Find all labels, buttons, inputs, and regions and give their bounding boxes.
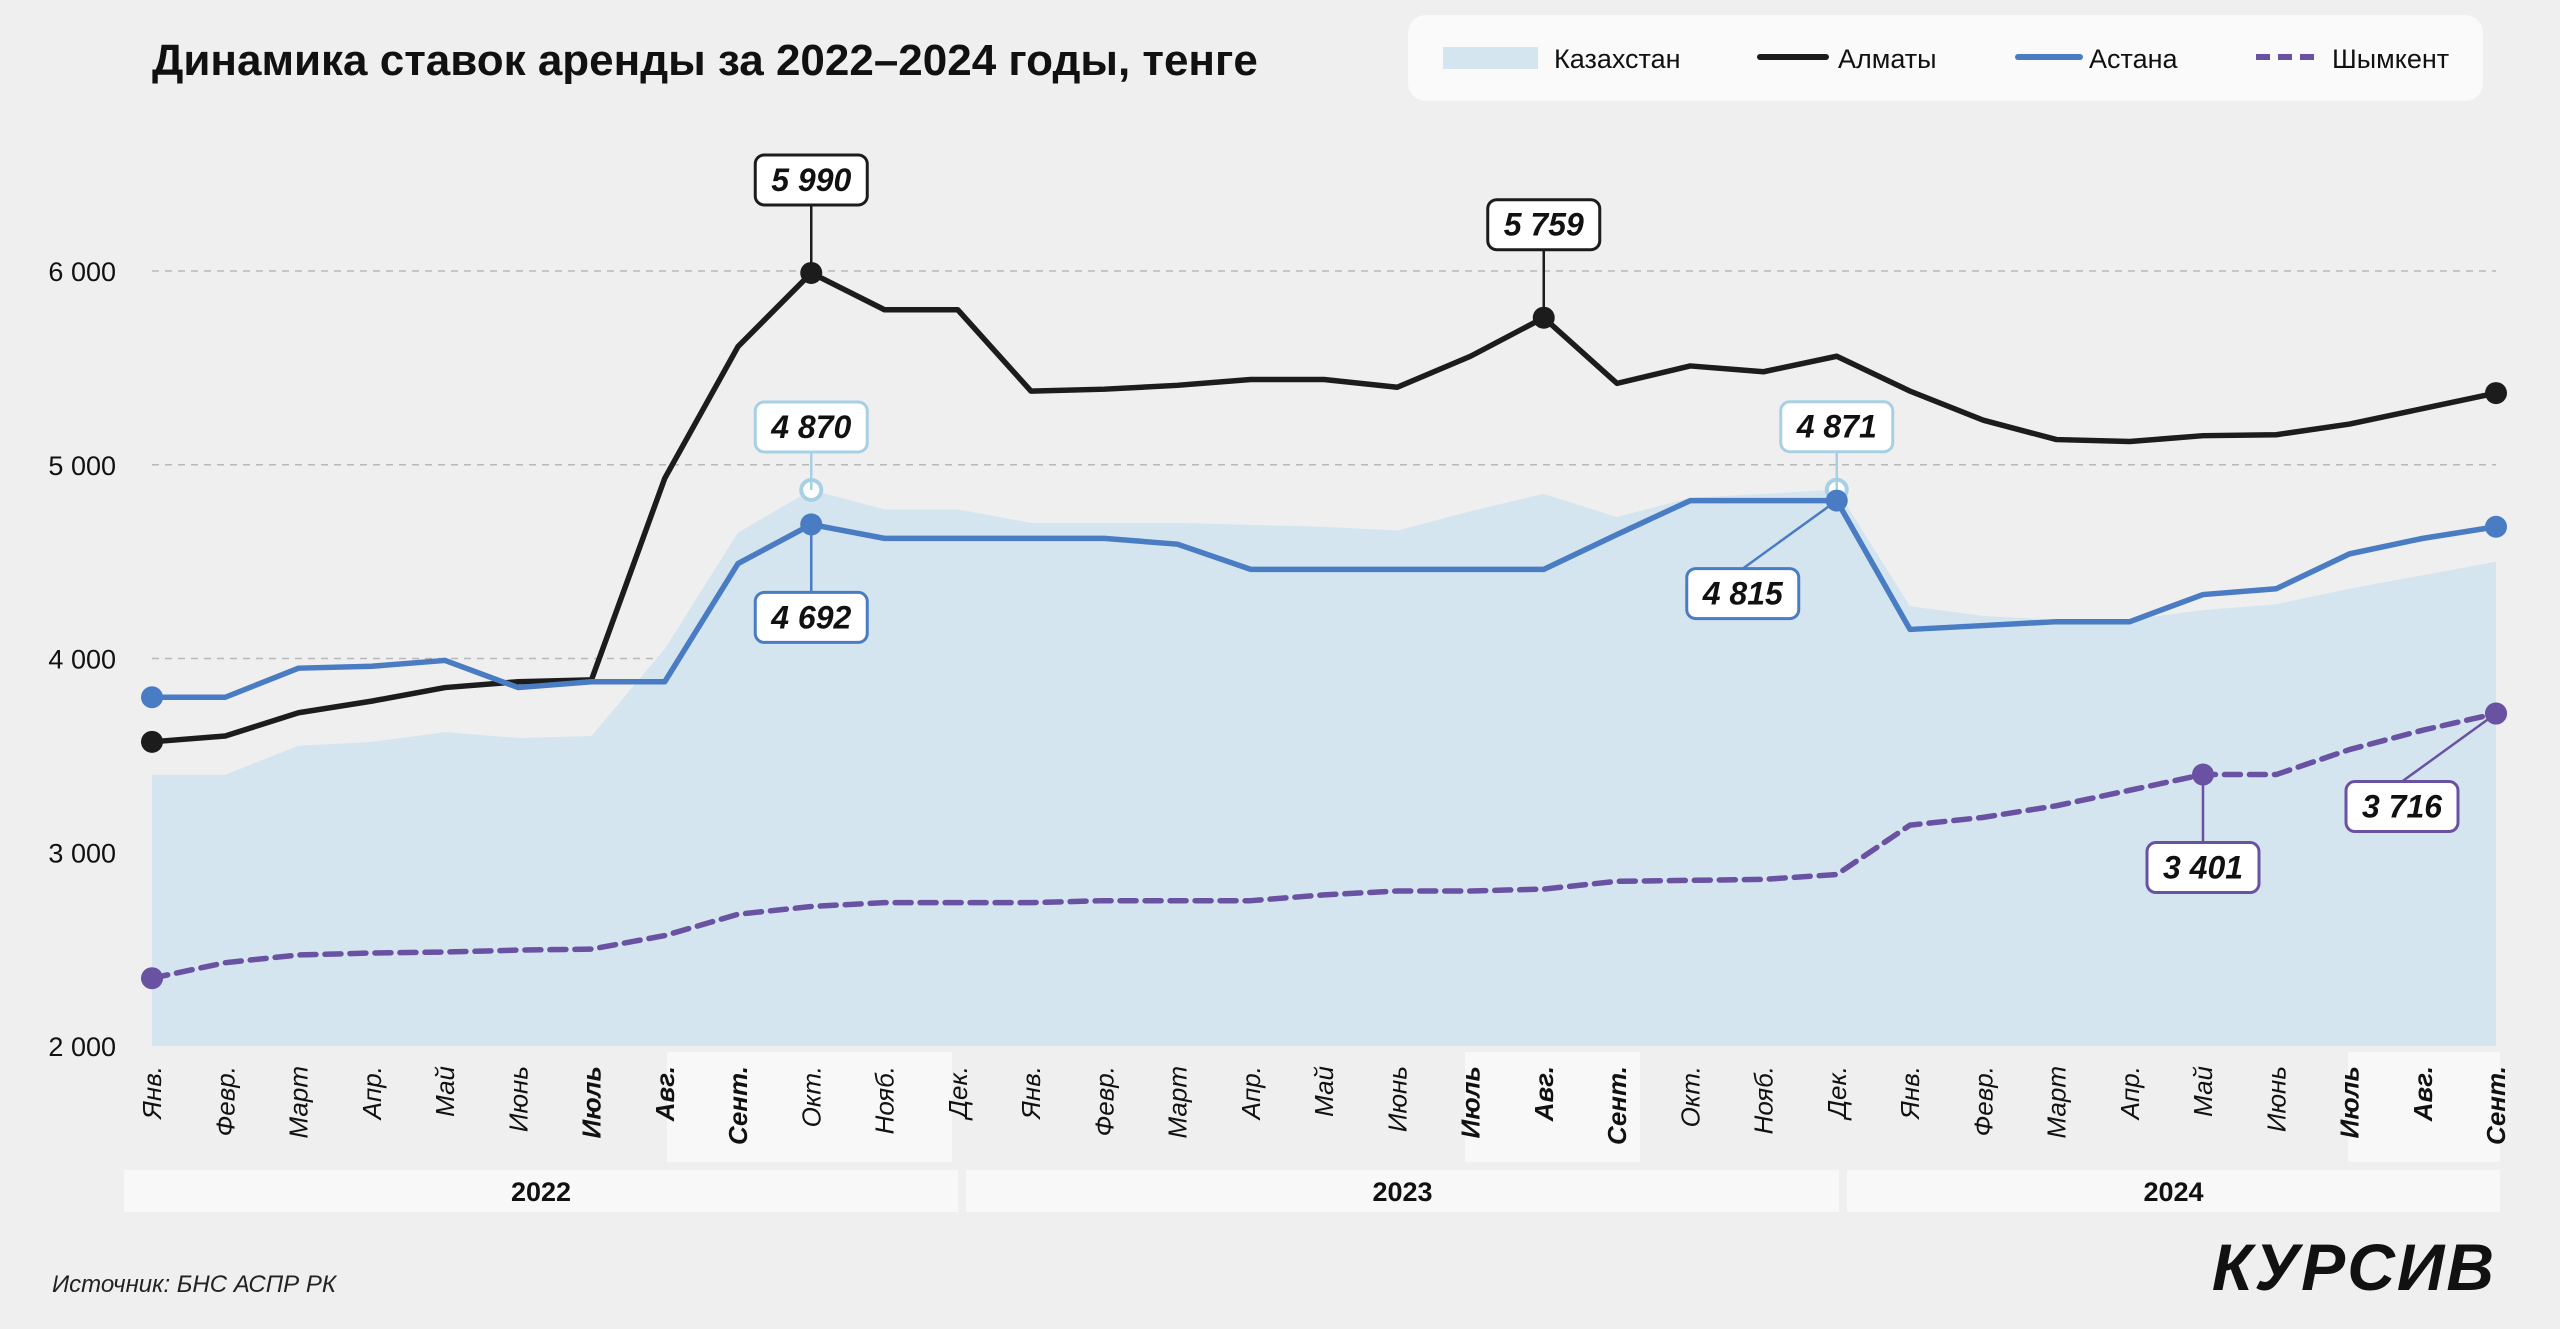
point-marker — [2485, 515, 2507, 538]
x-tick-label: Июль — [1456, 1066, 1486, 1138]
year-band — [966, 1170, 1839, 1212]
almaty-line — [149, 270, 2499, 745]
legend-shymkent-label: Шымкент — [2332, 44, 2449, 74]
x-tick-label: Авг. — [650, 1066, 680, 1122]
x-tick-label: Июнь — [2261, 1066, 2291, 1132]
x-tick-label: Авг. — [1529, 1066, 1559, 1122]
data-label-box — [1779, 400, 1895, 454]
year-band — [124, 1170, 958, 1212]
year-label-2023: 2023 — [1372, 1177, 1432, 1207]
data-label: 5 990 — [771, 162, 851, 198]
x-tick-label: Июль — [577, 1066, 607, 1138]
data-label: 4 870 — [770, 409, 851, 445]
x-tick-label: Сент. — [1602, 1066, 1632, 1145]
highlight-strip — [667, 1052, 952, 1162]
x-tick-label: Апр. — [357, 1066, 387, 1121]
legend-astana-label: Астана — [2089, 44, 2178, 74]
data-label-box — [1486, 198, 1602, 252]
x-tick-label: Март — [284, 1066, 314, 1139]
y-tick-label: 2 000 — [48, 1032, 116, 1062]
point-marker — [141, 730, 163, 753]
y-tick-label: 4 000 — [48, 645, 116, 675]
data-label: 4 871 — [1796, 409, 1877, 445]
astana-line — [149, 497, 2499, 700]
year-bands — [124, 1052, 2500, 1212]
legend: Казахстан Алматы Астана Шымкент — [1408, 15, 2483, 101]
x-tick-label: Май — [1309, 1066, 1339, 1117]
x-axis-ticks: Янв. Февр. Март Апр. Май Июнь Июль Авг. Сент. Окт… — [137, 1066, 2511, 1145]
kazakhstan-area — [152, 489, 2496, 1046]
source-note: Источник: БНС АСПР РК — [52, 1271, 338, 1298]
data-label-box — [753, 590, 869, 644]
series-lines-layer — [149, 270, 2499, 981]
shymkent-line — [149, 710, 2499, 981]
x-tick-label: Нояб. — [1749, 1066, 1779, 1134]
annotation-connector — [1742, 499, 1838, 570]
annotation-connector — [2401, 712, 2497, 783]
x-tick-label: Янв. — [1895, 1066, 1925, 1121]
data-label: 5 759 — [1504, 207, 1584, 243]
x-tick-label: Янв. — [1016, 1066, 1046, 1121]
x-tick-label: Июнь — [503, 1066, 533, 1132]
highlight-strip — [2348, 1052, 2500, 1162]
x-tick-label: Февр. — [210, 1066, 240, 1136]
chart-title: Динамика ставок аренды за 2022–2024 годы… — [152, 36, 1258, 85]
x-tick-label: Дек. — [1822, 1066, 1852, 1121]
y-axis-ticks: 2 000 3 000 4 000 5 000 6 000 — [48, 257, 116, 1062]
point-marker — [141, 967, 163, 990]
legend-box — [1408, 15, 2483, 101]
data-label: 3 401 — [2163, 850, 2243, 886]
data-label-box — [753, 400, 869, 454]
x-tick-label: Май — [2188, 1066, 2218, 1117]
data-label-box — [2145, 841, 2261, 895]
legend-kazakhstan-label: Казахстан — [1554, 44, 1681, 74]
data-label: 4 692 — [770, 599, 851, 635]
x-tick-label: Апр. — [2115, 1066, 2145, 1121]
data-label: 4 815 — [1702, 576, 1784, 612]
point-marker — [141, 686, 163, 709]
legend-almaty-label: Алматы — [1838, 44, 1937, 74]
year-label-2024: 2024 — [2143, 1177, 2203, 1207]
x-tick-label: Сент. — [723, 1066, 753, 1145]
x-tick-label: Апр. — [1236, 1066, 1266, 1121]
x-tick-label: Дек. — [943, 1066, 973, 1121]
x-tick-label: Февр. — [1089, 1066, 1119, 1136]
x-tick-label: Март — [2042, 1066, 2072, 1139]
y-tick-label: 6 000 — [48, 257, 116, 287]
kazakhstan-area-layer — [152, 489, 2496, 1046]
data-label-box — [2344, 780, 2460, 834]
x-tick-label: Май — [430, 1066, 460, 1117]
x-tick-label: Февр. — [1968, 1066, 1998, 1136]
highlight-strip — [1465, 1052, 1640, 1162]
x-tick-label: Июль — [2335, 1066, 2365, 1138]
y-tick-label: 3 000 — [48, 838, 116, 868]
kursiv-logo: КУРСИВ — [2212, 1230, 2496, 1304]
x-tick-label: Окт. — [796, 1066, 826, 1127]
x-tick-label: Янв. — [137, 1066, 167, 1121]
x-tick-label: Сент. — [2481, 1066, 2511, 1145]
point-marker — [2485, 382, 2507, 405]
year-band — [1847, 1170, 2500, 1212]
x-tick-label: Июнь — [1382, 1066, 1412, 1132]
x-tick-label: Авг. — [2408, 1066, 2438, 1122]
year-labels: 2022 2023 2024 — [511, 1177, 2204, 1207]
year-label-2022: 2022 — [511, 1177, 571, 1207]
data-label: 3 716 — [2362, 789, 2442, 825]
legend-kazakhstan-swatch — [1443, 47, 1538, 69]
y-tick-label: 5 000 — [48, 451, 116, 481]
x-tick-label: Март — [1163, 1066, 1193, 1139]
x-tick-label: Окт. — [1675, 1066, 1705, 1127]
x-tick-label: Нояб. — [870, 1066, 900, 1134]
data-label-box — [1685, 567, 1801, 621]
annotations-layer: 5 990 5 759 4 870 4 692 4 871 4 815 3 401 3 716 — [753, 153, 2507, 895]
data-label-box — [753, 153, 869, 207]
